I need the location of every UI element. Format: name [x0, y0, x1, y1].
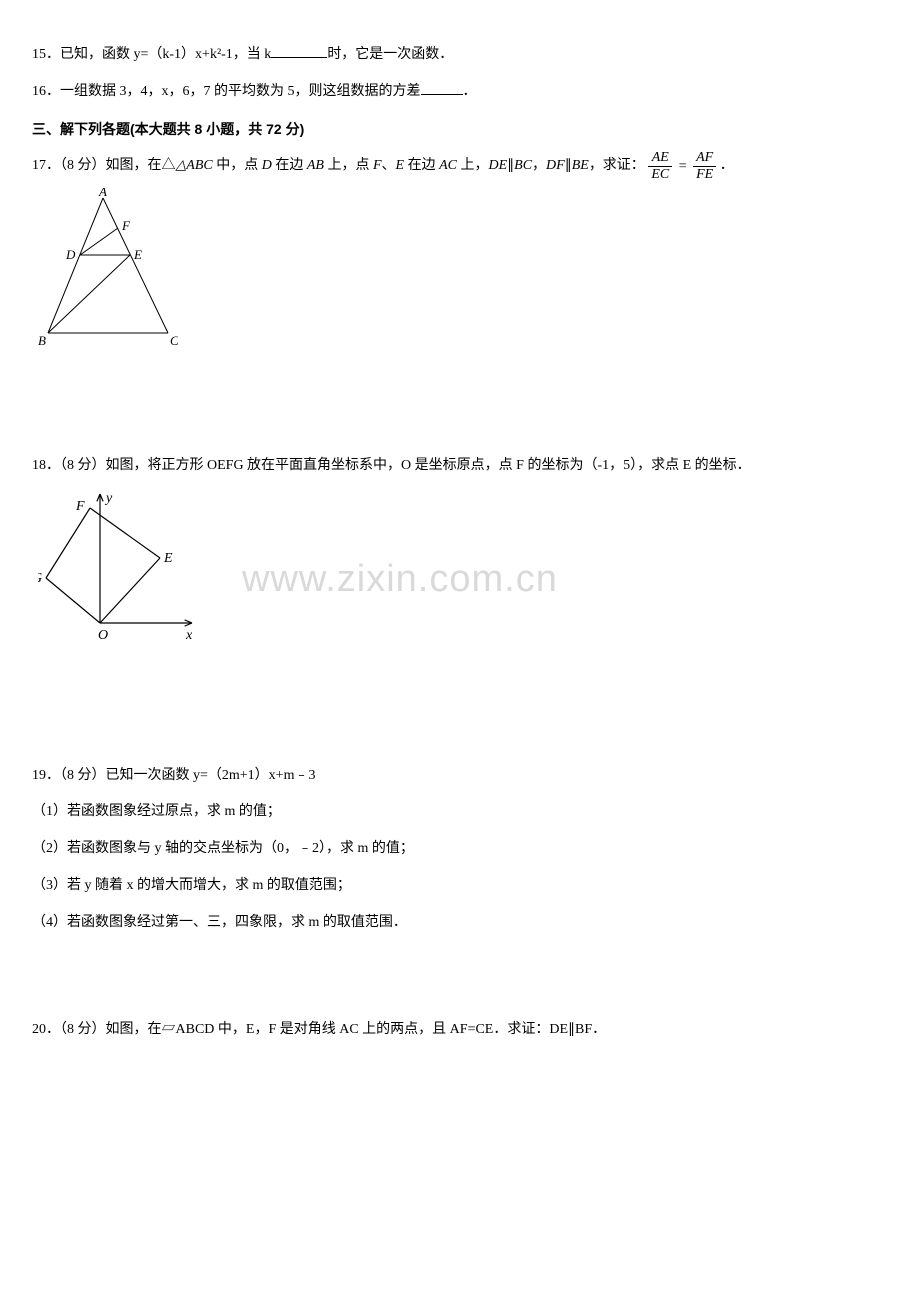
q18-text: 如图，将正方形 OEFG 放在平面直角坐标系中，O 是坐标原点，点 F 的坐标为…	[106, 458, 751, 473]
svg-text:E: E	[133, 247, 142, 262]
q16-post: ．	[463, 84, 477, 99]
q20-num: 20．	[32, 1022, 60, 1037]
svg-text:F: F	[75, 499, 85, 514]
q19-p4: （4）若函数图象经过第一、三，四象限，求 m 的取值范围．	[32, 908, 888, 939]
q17-t2: 中，点	[213, 159, 262, 174]
q17-t8a: ，	[532, 159, 546, 174]
q17-end: ．	[720, 159, 734, 174]
q17-F: F	[373, 159, 382, 174]
svg-text:D: D	[65, 247, 76, 262]
q15-num: 15．	[32, 47, 60, 62]
svg-text:y: y	[104, 491, 113, 506]
q17-bc: BC	[514, 159, 532, 174]
q17-eq: =	[676, 159, 690, 174]
q17-D: D	[262, 159, 272, 174]
q15-post: 时，它是一次函数．	[327, 47, 453, 62]
q17-t3: 在边	[272, 159, 307, 174]
q19-p2: （2）若函数图象与 y 轴的交点坐标为（0，﹣2），求 m 的值；	[32, 834, 888, 865]
q17-AC: AC	[439, 159, 457, 174]
svg-text:E: E	[163, 551, 173, 566]
q15-pre: 已知，函数 y=（k-1）x+k²-1，当 k	[60, 47, 271, 62]
q17-pts: （8 分）	[60, 159, 106, 174]
q19-p1: （1）若函数图象经过原点，求 m 的值；	[32, 797, 888, 828]
question-15: 15．已知，函数 y=（k-1）x+k²-1，当 k 时，它是一次函数．	[32, 40, 888, 71]
q17-be: BE	[572, 159, 589, 174]
q17-t7: 上，	[457, 159, 489, 174]
section-3-heading: 三、解下列各题(本大题共 8 小题，共 72 分)	[32, 114, 888, 145]
svg-text:x: x	[185, 628, 193, 643]
q20-pts: （8 分）	[60, 1022, 106, 1037]
question-18: 18．（8 分）如图，将正方形 OEFG 放在平面直角坐标系中，O 是坐标原点，…	[32, 451, 888, 482]
svg-text:F: F	[121, 218, 131, 233]
q17-figure: A B C D EF	[38, 188, 888, 361]
q17-de: DE	[488, 159, 507, 174]
q17-AB: AB	[307, 159, 324, 174]
q16-pre: 一组数据 3，4，x，6，7 的平均数为 5，则这组数据的方差	[60, 84, 421, 99]
q20-text: 如图，在▱ABCD 中，E，F 是对角线 AC 上的两点，且 AF=CE．求证：…	[106, 1022, 607, 1037]
question-20: 20．（8 分）如图，在▱ABCD 中，E，F 是对角线 AC 上的两点，且 A…	[32, 1015, 888, 1046]
q17-t4: 上，点	[324, 159, 373, 174]
q17-t5: 、	[382, 159, 396, 174]
svg-text:B: B	[38, 333, 46, 348]
question-19: 19．（8 分）已知一次函数 y=（2m+1）x+m﹣3	[32, 761, 888, 792]
q17-df: DF	[546, 159, 565, 174]
svg-text:C: C	[170, 333, 178, 348]
q17-t6: 在边	[404, 159, 439, 174]
q17-E: E	[396, 159, 405, 174]
question-16: 16．一组数据 3，4，x，6，7 的平均数为 5，则这组数据的方差 ．	[32, 77, 888, 108]
q16-num: 16．	[32, 84, 60, 99]
q17-num: 17．	[32, 159, 60, 174]
svg-text:G: G	[38, 571, 42, 586]
question-17: 17．（8 分）如图，在△△ABC 中，点 D 在边 AB 上，点 F、E 在边…	[32, 150, 888, 182]
coordinate-diagram: O E F Gx y	[38, 488, 198, 658]
q16-blank	[421, 80, 463, 95]
q17-t9: ，求证：	[589, 159, 645, 174]
q18-num: 18．	[32, 458, 60, 473]
q18-pts: （8 分）	[60, 458, 106, 473]
q17-par2: ∥	[565, 159, 572, 174]
q19-p3: （3）若 y 随着 x 的增大而增大，求 m 的取值范围；	[32, 871, 888, 902]
q15-blank	[271, 43, 327, 58]
q19-pts: （8 分）	[60, 768, 106, 783]
triangle-diagram: A B C D EF	[38, 188, 178, 348]
q18-figure: O E F Gx y	[38, 488, 888, 671]
q17-tri: △△ABC	[162, 159, 213, 174]
q19-head: 已知一次函数 y=（2m+1）x+m﹣3	[106, 768, 316, 783]
q17-frac1: AEEC	[648, 150, 672, 182]
q17-frac2: AFFE	[693, 150, 716, 182]
q17-t1: 如图，在	[106, 159, 162, 174]
svg-text:A: A	[98, 188, 107, 199]
q19-num: 19．	[32, 768, 60, 783]
svg-text:O: O	[98, 628, 108, 643]
